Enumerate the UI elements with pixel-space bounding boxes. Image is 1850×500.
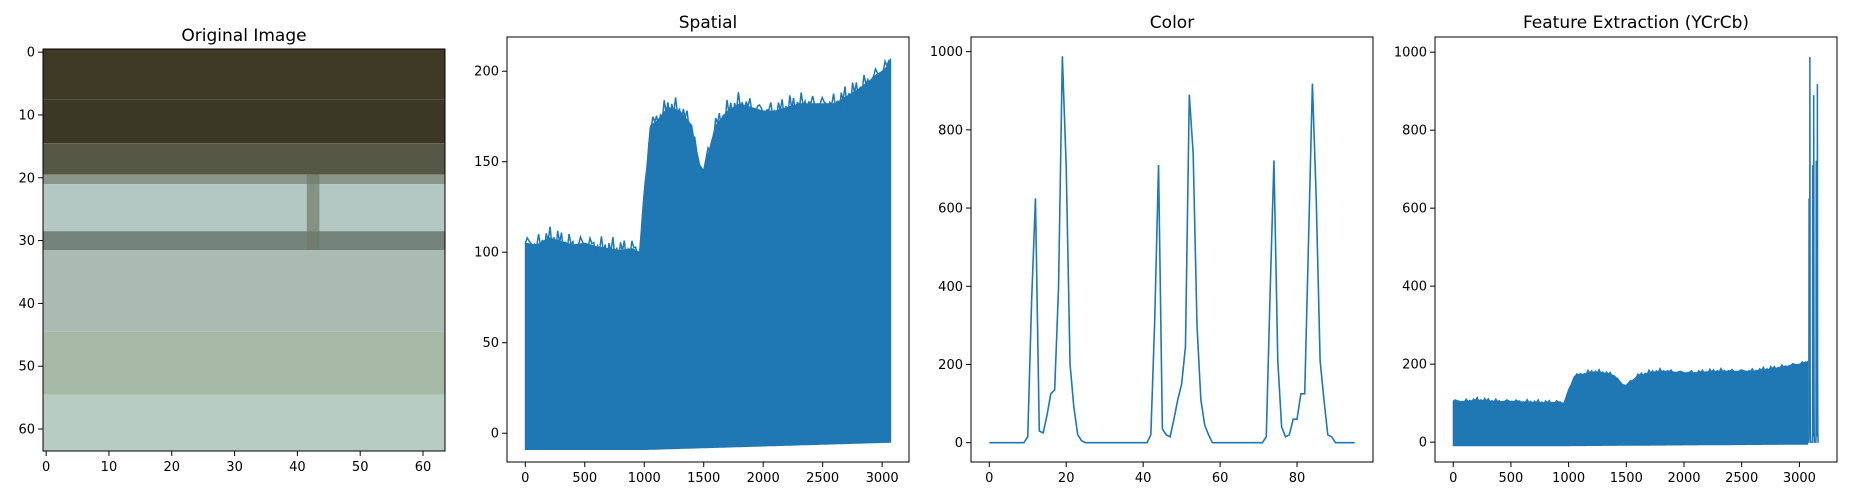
axes-frame xyxy=(42,48,446,452)
y-tick-label: 200 xyxy=(938,358,963,373)
y-axis-ticks: 0 200 400 600 800 1000 xyxy=(930,45,971,451)
x-tick-label: 0 xyxy=(521,471,529,486)
subplot-feature-extraction: Feature Extraction (YCrCb) 0 500 1000 1500 2… xyxy=(1394,13,1838,486)
axes-frame xyxy=(970,36,1374,463)
x-tick-label: 30 xyxy=(226,460,243,475)
x-tick-label: 1000 xyxy=(1552,471,1585,486)
x-axis-ticks: 0 20 40 60 80 xyxy=(985,462,1305,486)
subplot-color: Color 0 20 40 60 80 0 200 400 600 800 1000 xyxy=(930,13,1374,486)
y-tick-label: 600 xyxy=(938,202,963,217)
y-tick-label: 0 xyxy=(491,427,499,442)
image-band xyxy=(43,250,445,332)
series-line xyxy=(989,56,1355,444)
y-tick-label: 600 xyxy=(1402,202,1427,217)
x-axis-ticks: 0 10 20 30 40 50 60 xyxy=(42,451,431,475)
x-tick-label: 1000 xyxy=(628,471,661,486)
image-band xyxy=(43,49,445,100)
image-band xyxy=(43,174,445,185)
image-area xyxy=(43,49,445,451)
axes-frame xyxy=(1434,36,1838,463)
plot-area xyxy=(1452,56,1819,447)
x-tick-label: 2000 xyxy=(747,471,780,486)
y-tick-label: 1000 xyxy=(1394,46,1427,61)
x-tick-label: 20 xyxy=(163,460,180,475)
x-axis-ticks: 0 500 1000 1500 2000 2500 3000 xyxy=(521,462,899,486)
x-tick-label: 0 xyxy=(985,471,993,486)
x-tick-label: 20 xyxy=(1058,471,1075,486)
x-tick-label: 0 xyxy=(1449,471,1457,486)
y-tick-label: 800 xyxy=(938,123,963,138)
plot-area xyxy=(989,56,1355,444)
x-tick-label: 40 xyxy=(1135,471,1152,486)
x-tick-label: 3000 xyxy=(1783,471,1816,486)
image-band xyxy=(43,231,445,250)
x-tick-label: 500 xyxy=(572,471,597,486)
x-tick-label: 1500 xyxy=(1610,471,1643,486)
x-tick-label: 10 xyxy=(101,460,118,475)
y-tick-label: 0 xyxy=(1419,436,1427,451)
y-axis-ticks: 0 10 20 30 40 50 60 xyxy=(18,46,43,438)
x-tick-label: 2000 xyxy=(1667,471,1700,486)
x-tick-label: 80 xyxy=(1289,471,1306,486)
image-post xyxy=(306,174,320,250)
y-tick-label: 150 xyxy=(474,155,499,170)
image-band xyxy=(43,331,445,395)
y-axis-ticks: 0 200 400 600 800 1000 xyxy=(1394,46,1435,451)
x-tick-label: 50 xyxy=(352,460,369,475)
y-tick-label: 40 xyxy=(18,297,35,312)
x-tick-label: 60 xyxy=(1212,471,1229,486)
x-tick-label: 2500 xyxy=(806,471,839,486)
y-tick-label: 50 xyxy=(18,360,35,375)
subplot-spatial: Spatial 0 500 1000 1500 2000 2500 3000 0 50 100 1… xyxy=(474,13,910,486)
y-tick-label: 100 xyxy=(474,246,499,261)
y-tick-label: 200 xyxy=(474,65,499,80)
x-axis-ticks: 0 500 1000 1500 2000 2500 3000 xyxy=(1449,462,1816,486)
y-tick-label: 400 xyxy=(938,280,963,295)
x-tick-label: 500 xyxy=(1499,471,1524,486)
y-tick-label: 1000 xyxy=(930,45,963,60)
y-tick-label: 0 xyxy=(955,436,963,451)
x-tick-label: 0 xyxy=(42,460,50,475)
y-tick-label: 400 xyxy=(1402,280,1427,295)
subplot-title: Feature Extraction (YCrCb) xyxy=(1523,13,1749,33)
subplot-title: Spatial xyxy=(679,13,738,33)
plot-area xyxy=(524,58,892,450)
subplot-original-image: Original Image 0 10 20 30 40 50 60 0 10 20 30 40 50… xyxy=(18,26,446,475)
y-tick-label: 60 xyxy=(18,423,35,438)
y-axis-ticks: 0 50 100 150 200 xyxy=(474,65,507,442)
x-tick-label: 40 xyxy=(289,460,306,475)
image-band xyxy=(43,99,445,144)
image-band xyxy=(43,394,445,451)
subplot-title: Color xyxy=(1150,13,1194,33)
series-line xyxy=(524,58,892,262)
image-band xyxy=(43,184,445,232)
x-tick-label: 60 xyxy=(415,460,432,475)
image-band xyxy=(43,143,445,175)
x-tick-label: 3000 xyxy=(866,471,899,486)
y-tick-label: 10 xyxy=(18,108,35,123)
x-tick-label: 2500 xyxy=(1725,471,1758,486)
subplot-title: Original Image xyxy=(181,26,306,46)
series-line xyxy=(1452,361,1809,407)
y-tick-label: 200 xyxy=(1402,358,1427,373)
x-tick-label: 1500 xyxy=(687,471,720,486)
y-tick-label: 0 xyxy=(27,46,35,61)
series-line-tail xyxy=(1807,56,1819,443)
y-tick-label: 30 xyxy=(18,234,35,249)
y-tick-label: 50 xyxy=(482,336,499,351)
y-tick-label: 20 xyxy=(18,171,35,186)
axes-frame xyxy=(506,36,910,463)
y-tick-label: 800 xyxy=(1402,124,1427,139)
